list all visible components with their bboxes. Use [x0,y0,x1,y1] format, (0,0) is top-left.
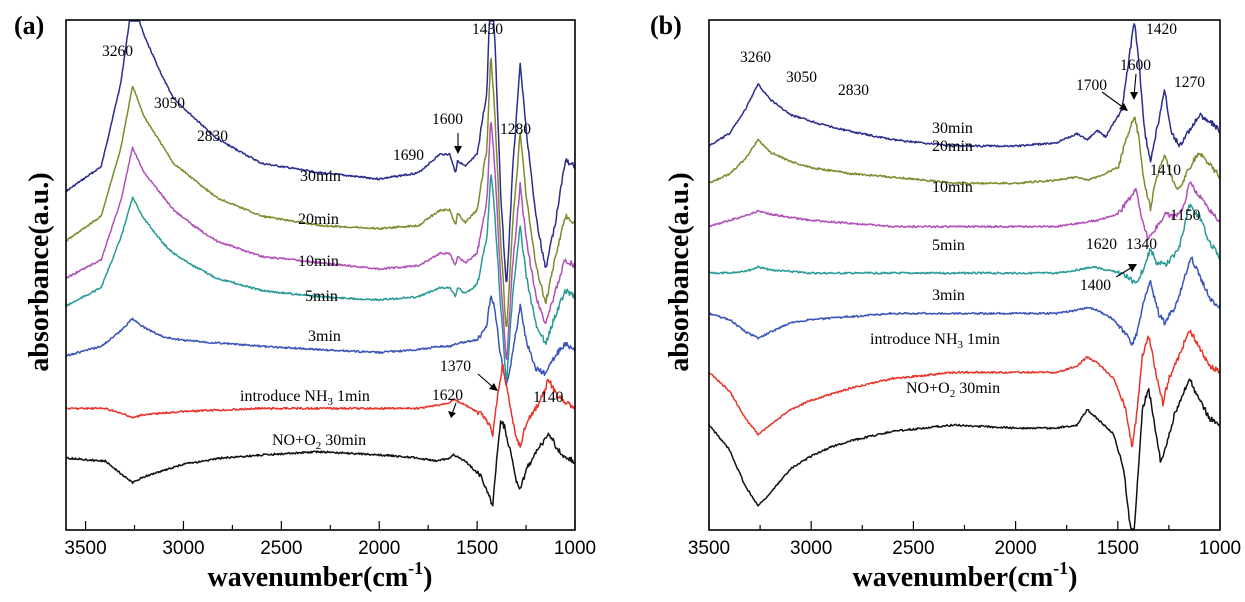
peak-label-a-1430: 1430 [472,21,503,38]
peak-label-b-1420: 1420 [1146,21,1177,38]
x-tick-label-b-5: 1000 [1199,538,1241,559]
series-line-b-1 [708,116,1220,212]
series-label-a-3min: 3min [308,328,341,345]
x-tick-label-b-1: 3000 [790,538,832,559]
peak-label-a-1370: 1370 [440,358,471,375]
x-ticks-a: 3500 3000 2500 2000 1500 1000 [64,521,596,559]
series-label-a-10min: 10min [298,253,339,270]
series-label-b-20min: 20min [932,138,973,155]
traces-b [708,23,1221,530]
peak-label-b-1600: 1600 [1120,57,1151,74]
series-label-b-30min: 30min [932,120,973,137]
x-tick-label-a-3: 2000 [358,538,400,559]
x-tick-label-a-4: 1500 [456,538,498,559]
peak-label-b-1620: 1620 [1086,236,1117,253]
plot-frame-b [708,19,1221,531]
arrowhead-a-1600 [454,146,462,154]
peak-label-b-1340: 1340 [1126,236,1157,253]
x-tick-label-a-1: 3000 [162,538,204,559]
arrowhead-b-1400 [1128,264,1137,272]
x-tick-label-b-0: 3500 [688,538,730,559]
arrowhead-b-1700 [1119,103,1128,111]
panel-a: (a) 3500 3000 2500 2000 1500 1000 wavenumber(… [14,11,596,593]
plot-frame-a [65,19,576,531]
series-label-a-5min: 5min [305,288,338,305]
series-line-b-2 [708,181,1221,241]
series-label-b-nh3: introduce NH3 1min [870,331,1000,351]
x-axis-label-b: wavenumber(cm-1) [853,558,1078,593]
series-label-a-20min: 20min [298,211,339,228]
y-axis-label-a: absorbance(a.u.) [24,172,55,371]
peak-label-a-1690: 1690 [393,147,424,164]
x-tick-label-b-4: 1500 [1097,538,1139,559]
traces-a [65,20,576,507]
panel-label-a: (a) [14,11,44,40]
series-label-a-30min: 30min [300,168,341,185]
arrow-b-1700 [1101,91,1125,109]
panel-label-b: (b) [650,11,682,40]
arrowhead-a-1620 [448,411,456,418]
peak-label-b-1410: 1410 [1150,162,1181,179]
series-line-a-2 [65,121,576,360]
peak-label-a-1620: 1620 [432,387,463,404]
series-line-b-0 [708,23,1221,163]
series-line-a-4 [65,295,576,387]
peak-label-b-1700: 1700 [1076,77,1107,94]
peak-label-b-2830: 2830 [838,82,869,99]
series-line-b-5 [708,329,1221,448]
series-label-a-noo2: NO+O2 30min [272,432,366,452]
x-tick-label-a-0: 3500 [64,538,106,559]
arrow-a-1370 [477,373,495,389]
x-tick-label-a-2: 2500 [260,538,302,559]
peak-label-a-1600: 1600 [432,111,463,128]
peak-label-a-2830: 2830 [197,128,228,145]
peak-label-a-3050: 3050 [154,95,185,112]
series-line-a-0 [65,20,576,283]
series-line-b-3 [708,203,1221,284]
series-label-b-10min: 10min [932,179,973,196]
peak-label-b-1400: 1400 [1080,277,1111,294]
peak-label-a-1140: 1140 [533,389,564,406]
arrow-a-1620 [451,402,457,415]
panel-b: (b) 3500 3000 2500 2000 1500 1000 wavenumber(… [650,11,1241,593]
series-label-b-5min: 5min [932,237,965,254]
peak-label-b-1270: 1270 [1174,74,1205,91]
x-tick-label-b-2: 2500 [892,538,934,559]
series-line-a-5 [65,363,576,448]
series-line-b-6 [708,378,1221,530]
series-line-a-6 [65,420,576,507]
arrowhead-a-1370 [489,383,498,391]
peak-label-b-3260: 3260 [740,49,771,66]
x-ticks-b: 3500 3000 2500 2000 1500 1000 [688,521,1241,559]
arrowhead-b-1600 [1130,92,1138,100]
peak-label-a-3260: 3260 [102,43,133,60]
series-line-a-1 [65,57,576,327]
series-line-b-4 [708,256,1221,346]
peak-label-b-3050: 3050 [786,69,817,86]
series-label-b-noo2: NO+O2 30min [906,380,1000,400]
peak-label-a-1280: 1280 [500,121,531,138]
series-label-b-3min: 3min [932,287,965,304]
y-axis-label-b: absorbance(a.u.) [664,172,695,371]
peak-label-b-1150: 1150 [1170,207,1201,224]
x-tick-label-a-5: 1000 [554,538,596,559]
x-tick-label-b-3: 2000 [994,538,1036,559]
series-line-a-3 [65,174,576,381]
x-axis-label-a: wavenumber(cm-1) [208,558,433,593]
series-label-a-nh3: introduce NH3 1min [240,388,370,408]
